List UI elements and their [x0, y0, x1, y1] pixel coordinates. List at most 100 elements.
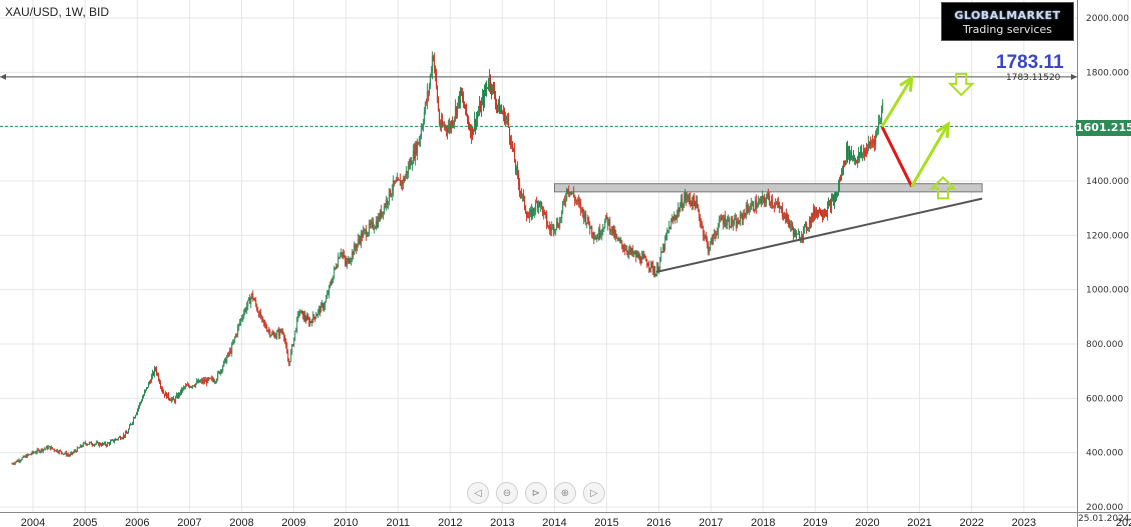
- candle-body: [317, 310, 319, 315]
- candle-body: [876, 129, 878, 135]
- candle-body: [877, 127, 879, 130]
- candle-body: [670, 221, 672, 230]
- candle-body: [53, 449, 55, 451]
- candle-body: [431, 56, 433, 73]
- candle-body: [716, 233, 718, 235]
- candle-body: [31, 451, 33, 454]
- candle-body: [417, 142, 419, 145]
- candle-body: [206, 379, 208, 384]
- candle-body: [655, 274, 657, 276]
- candle-body: [682, 205, 684, 209]
- candle-body: [765, 198, 767, 204]
- candle-body: [319, 308, 321, 313]
- candle-body: [22, 456, 24, 458]
- candle-body: [165, 392, 167, 396]
- candle-body: [86, 444, 88, 446]
- candle-body: [15, 460, 17, 463]
- candle-body: [531, 209, 533, 218]
- candle-body: [125, 432, 127, 434]
- candle-body: [866, 149, 868, 154]
- candle-body: [700, 223, 702, 225]
- candle-body: [25, 455, 27, 458]
- candle-body: [434, 67, 436, 73]
- candle-body: [57, 451, 59, 453]
- candle-body: [20, 459, 22, 461]
- candle-body: [199, 380, 201, 383]
- candle-body: [194, 386, 196, 388]
- candle-body: [226, 357, 228, 363]
- candle-body: [197, 381, 199, 383]
- last-date-label: 25.01.2024: [1078, 514, 1130, 524]
- candle-body: [743, 213, 745, 215]
- candle-body: [64, 452, 66, 454]
- candle-body: [635, 252, 637, 258]
- candle-body: [201, 380, 203, 382]
- candle-body: [248, 297, 250, 301]
- candle-body: [173, 397, 175, 401]
- candle-body: [325, 298, 327, 303]
- candle-body: [671, 219, 673, 222]
- candle-body: [712, 234, 714, 244]
- candle-body: [546, 214, 548, 225]
- candle-body: [212, 377, 214, 380]
- candle-body: [300, 310, 302, 314]
- candle-body: [210, 377, 212, 379]
- candle-body: [18, 460, 20, 462]
- candle-body: [83, 442, 85, 444]
- candle-body: [444, 126, 446, 128]
- candle-body: [326, 293, 328, 299]
- candle-body: [408, 165, 410, 168]
- candle-body: [498, 100, 500, 106]
- candle-body: [305, 318, 307, 321]
- candle-body: [96, 442, 98, 444]
- candle-body: [133, 417, 135, 419]
- candle-body: [636, 253, 638, 258]
- x-tick-label: 2020: [855, 517, 879, 527]
- candle-body: [121, 437, 123, 439]
- candle-body: [664, 237, 666, 250]
- x-tick-label: 2014: [542, 517, 566, 527]
- candle-body: [685, 193, 687, 200]
- candle-body: [595, 237, 597, 240]
- candle-body: [82, 443, 84, 447]
- candle-body: [822, 213, 824, 217]
- candle-body: [572, 192, 574, 194]
- candle-body: [243, 313, 245, 318]
- fit-view-icon: ⊳: [531, 487, 541, 499]
- candle-body: [731, 217, 733, 226]
- candle-body: [647, 265, 649, 267]
- candle-body: [166, 392, 168, 398]
- x-tick-label: 2011: [386, 517, 410, 527]
- candle-body: [510, 138, 512, 145]
- candle-body: [687, 195, 689, 199]
- zoom-out-button[interactable]: ⊖: [496, 482, 518, 504]
- candle-body: [98, 443, 100, 446]
- candle-body: [718, 218, 720, 227]
- candle-body: [641, 256, 643, 264]
- scroll-right-button[interactable]: ▷: [583, 482, 605, 504]
- candle-body: [752, 202, 754, 210]
- candle-body: [288, 361, 290, 364]
- candle-body: [187, 384, 189, 386]
- candle-body: [805, 223, 807, 230]
- candle-body: [205, 379, 207, 382]
- candle-body: [342, 253, 344, 256]
- candle-body: [727, 218, 729, 221]
- candle-body: [11, 463, 13, 465]
- candle-body: [35, 452, 37, 454]
- candle-body: [371, 221, 373, 223]
- candle-body: [592, 233, 594, 236]
- candle-body: [730, 217, 732, 228]
- reset-view-button[interactable]: ⊳: [525, 482, 547, 504]
- candle-body: [830, 199, 832, 211]
- zoom-in-button[interactable]: ⊕: [554, 482, 576, 504]
- candle-body: [391, 190, 393, 195]
- candle-body: [144, 391, 146, 396]
- scroll-left-button[interactable]: ◁: [467, 482, 489, 504]
- x-tick-label: 2012: [438, 517, 462, 527]
- logo-tagline: Trading services: [963, 23, 1052, 36]
- candle-body: [676, 212, 678, 219]
- candle-body: [792, 229, 794, 236]
